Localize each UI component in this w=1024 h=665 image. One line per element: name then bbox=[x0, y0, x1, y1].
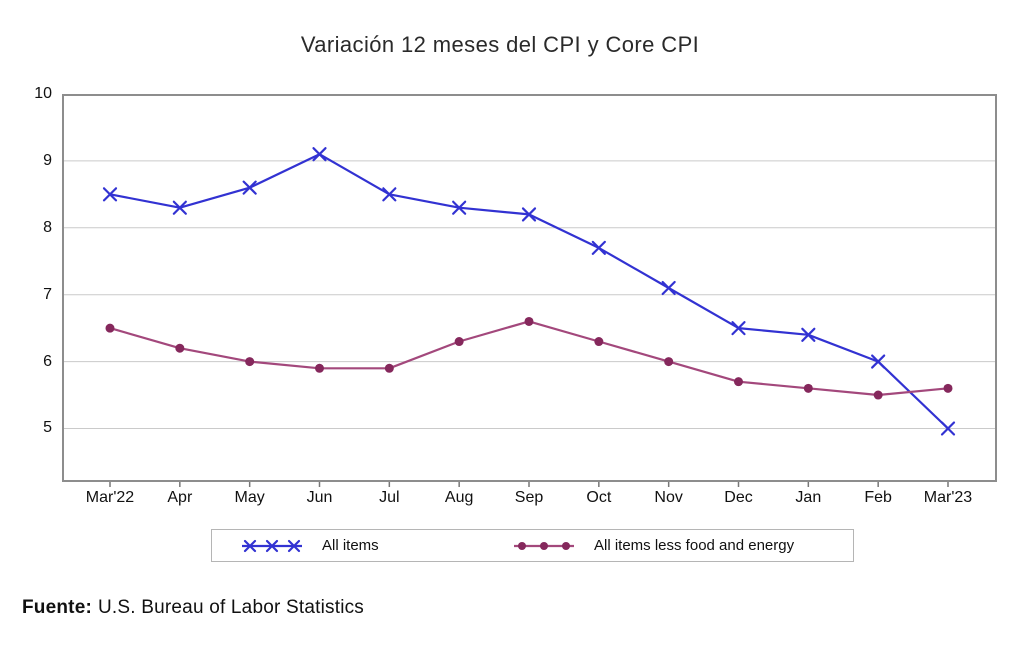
x-axis-label: Sep bbox=[514, 489, 544, 506]
x-axis-label: Mar'22 bbox=[85, 489, 135, 506]
source-note: Fuente: U.S. Bureau of Labor Statistics bbox=[22, 597, 364, 619]
x-axis-label: May bbox=[234, 489, 265, 506]
line-series-sample-icon bbox=[514, 541, 574, 550]
x-axis-label: Dec bbox=[724, 489, 753, 506]
legend: All items All items less food and energy bbox=[211, 529, 854, 562]
source-text: U.S. Bureau of Labor Statistics bbox=[98, 597, 365, 618]
y-axis-label: 7 bbox=[43, 285, 52, 303]
legend-label: All items less food and energy bbox=[594, 537, 795, 554]
legend-label: All items bbox=[322, 537, 379, 554]
y-axis-label: 10 bbox=[34, 85, 52, 102]
y-axis: 10 9 8 7 6 5 bbox=[0, 85, 52, 482]
x-axis-label: Oct bbox=[586, 489, 612, 506]
x-axis-label: Feb bbox=[864, 489, 892, 506]
x-axis-label: Nov bbox=[654, 489, 683, 506]
y-axis-label: 8 bbox=[43, 218, 52, 236]
line-series-sample-icon bbox=[242, 539, 302, 552]
plot-area bbox=[62, 94, 997, 487]
y-axis-label: 6 bbox=[43, 352, 52, 370]
y-axis-label: 9 bbox=[43, 151, 52, 169]
x-axis-label: Jun bbox=[306, 489, 333, 506]
chart-title: Variación 12 meses del CPI y Core CPI bbox=[300, 32, 700, 57]
x-axis-label: Apr bbox=[167, 489, 193, 506]
x-axis-label: Jul bbox=[379, 489, 400, 506]
x-axis-label: Mar'23 bbox=[923, 489, 973, 506]
x-axis: Mar'22 Apr May Jun Jul Aug Sep Oct Nov Dec Jan Feb M… bbox=[62, 489, 997, 511]
x-axis-label: Aug bbox=[444, 489, 474, 506]
legend-item-all-items: All items bbox=[240, 537, 512, 554]
source-label: Fuente: bbox=[22, 597, 93, 618]
y-axis-label: 5 bbox=[43, 419, 52, 437]
x-axis-label: Jan bbox=[795, 489, 822, 506]
legend-item-core: All items less food and energy bbox=[512, 537, 794, 554]
